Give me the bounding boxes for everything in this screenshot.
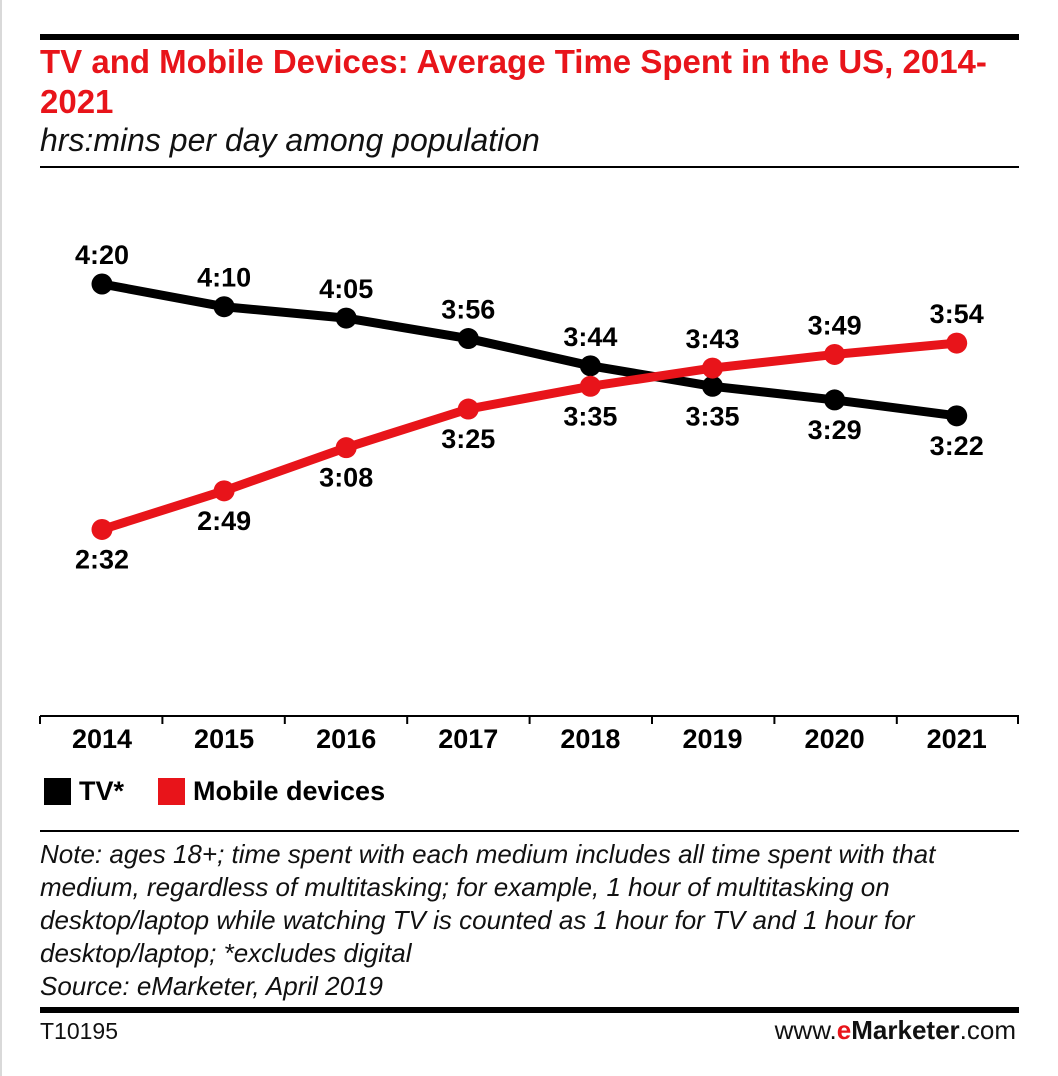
x-tick-label-2015: 2015 <box>194 724 254 754</box>
data-point-mobile-2014 <box>91 518 113 540</box>
data-point-mobile-2021 <box>946 332 968 354</box>
data-point-tv-2019 <box>702 375 723 397</box>
data-point-tv-2018 <box>579 355 601 377</box>
x-tick-label-2019: 2019 <box>682 724 742 754</box>
data-point-tv-2020 <box>824 389 846 411</box>
data-point-mobile-2018 <box>579 375 601 397</box>
brand-e: e <box>836 1015 852 1045</box>
chart-id: T10195 <box>40 1018 119 1044</box>
data-label-mobile-2017: 3:25 <box>441 424 495 454</box>
x-axis-line <box>40 715 1019 717</box>
chart-subtitle: hrs:mins per day among population <box>40 122 540 158</box>
legend-label-mobile: Mobile devices <box>193 775 386 806</box>
data-label-mobile-2015: 2:49 <box>197 506 251 536</box>
x-tick-label-2017: 2017 <box>438 724 498 754</box>
data-label-tv-2019: 3:35 <box>685 401 739 431</box>
data-point-mobile-2017 <box>457 398 479 420</box>
data-label-tv-2015: 4:10 <box>197 263 251 293</box>
x-tick-label-2014: 2014 <box>72 724 132 754</box>
legend: TV* Mobile devices <box>44 774 419 808</box>
data-point-tv-2015 <box>213 296 235 318</box>
legend-swatch-mobile <box>158 777 186 805</box>
data-label-tv-2014: 4:20 <box>75 240 129 270</box>
data-point-tv-2021 <box>946 405 968 427</box>
data-label-mobile-2020: 3:49 <box>808 310 862 340</box>
brand-link[interactable]: www.eMarketer.com <box>775 1015 1016 1046</box>
series-line-mobile <box>97 338 962 534</box>
data-point-tv-2014 <box>91 273 113 295</box>
x-tick-label-2021: 2021 <box>927 724 987 754</box>
data-point-mobile-2015 <box>213 480 235 502</box>
brand-suffix: .com <box>959 1015 1016 1045</box>
x-tick-label-2018: 2018 <box>560 724 620 754</box>
data-label-tv-2017: 3:56 <box>441 295 495 325</box>
data-label-mobile-2021: 3:54 <box>930 299 984 329</box>
note-rule <box>40 830 1019 832</box>
data-point-tv-2017 <box>457 328 479 350</box>
data-label-mobile-2018: 3:35 <box>563 401 617 431</box>
data-point-tv-2016 <box>335 307 357 329</box>
x-tick-label-2020: 2020 <box>805 724 865 754</box>
legend-label-tv: TV* <box>79 775 125 806</box>
data-label-tv-2020: 3:29 <box>808 415 862 445</box>
data-point-mobile-2020 <box>824 343 846 365</box>
bottom-rule <box>40 1007 1019 1013</box>
data-label-mobile-2019: 3:43 <box>685 324 739 354</box>
series-line-tv <box>97 279 962 421</box>
chart-note: Note: ages 18+; time spent with each med… <box>40 839 936 968</box>
data-label-tv-2021: 3:22 <box>930 431 984 461</box>
line-chart: 2014 2015 2016 2017 2018 2019 2020 2021 4:20 4:10… <box>39 240 1019 754</box>
chart-source: Source: eMarketer, April 2019 <box>40 971 383 1001</box>
x-tick-label-2016: 2016 <box>316 724 376 754</box>
data-point-mobile-2019 <box>702 357 723 379</box>
data-point-mobile-2016 <box>335 437 357 459</box>
subtitle-rule <box>40 166 1019 168</box>
data-label-mobile-2016: 3:08 <box>319 463 373 493</box>
legend-swatch-tv <box>44 777 71 805</box>
data-label-tv-2016: 4:05 <box>319 274 373 304</box>
legend-item-tv: TV* <box>44 776 124 807</box>
data-label-tv-2018: 3:44 <box>563 322 617 352</box>
brand-prefix: www. <box>774 1015 837 1045</box>
data-label-mobile-2014: 2:32 <box>75 544 129 574</box>
chart-title: TV and Mobile Devices: Average Time Spen… <box>40 43 987 120</box>
brand-name: Marketer <box>851 1015 960 1045</box>
top-rule <box>40 34 1019 40</box>
legend-item-mobile: Mobile devices <box>158 776 385 807</box>
